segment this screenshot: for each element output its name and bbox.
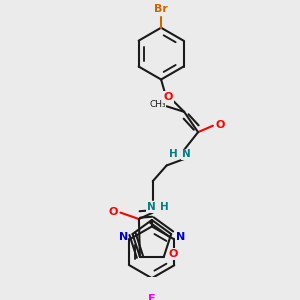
Text: O: O <box>108 207 118 217</box>
Text: N: N <box>118 232 128 242</box>
Text: N: N <box>176 232 185 242</box>
Text: F: F <box>148 293 156 300</box>
Text: O: O <box>168 249 178 259</box>
Text: N: N <box>182 149 190 159</box>
Text: N: N <box>146 202 155 212</box>
Text: H: H <box>169 149 178 159</box>
Text: H: H <box>160 202 169 212</box>
Text: O: O <box>216 120 225 130</box>
Text: Br: Br <box>154 4 168 14</box>
Text: O: O <box>164 92 173 102</box>
Text: CH₃: CH₃ <box>149 100 166 109</box>
